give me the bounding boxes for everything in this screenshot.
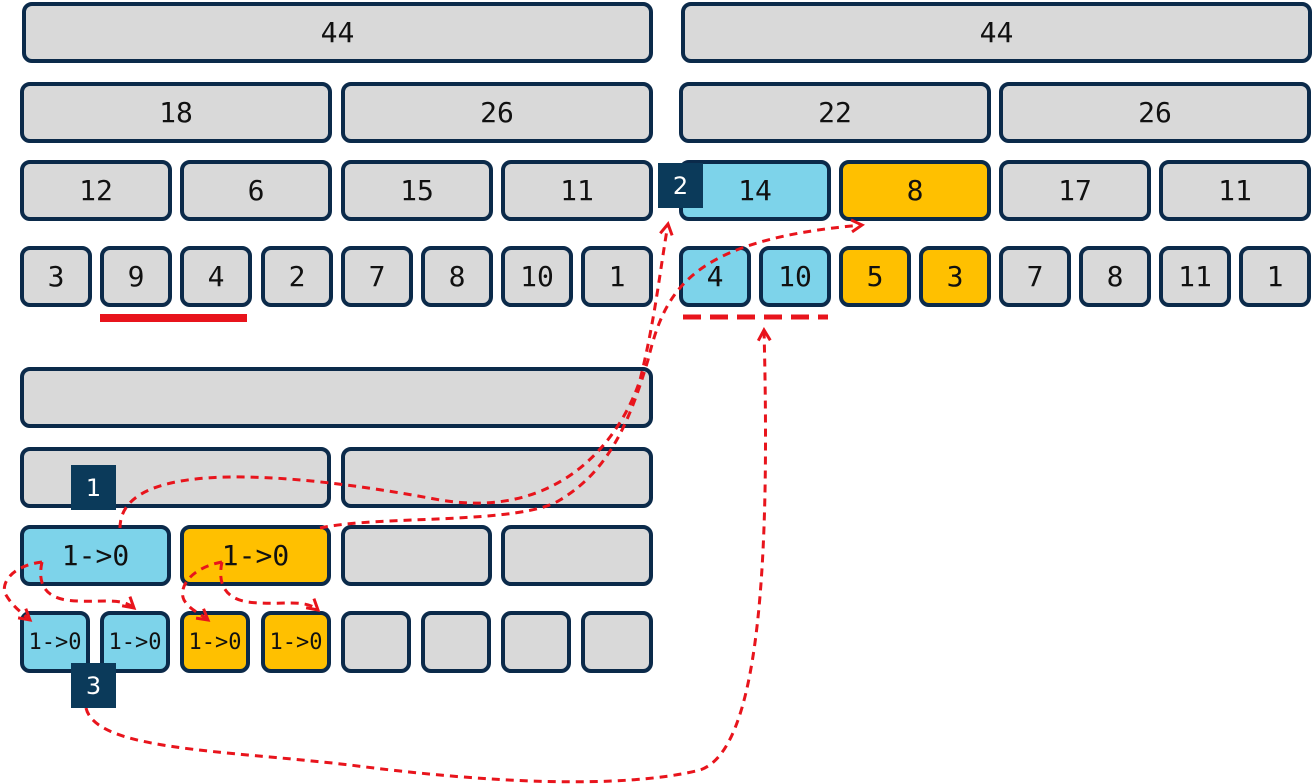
lazy-tree-leaf-gold: 1->0 (261, 611, 331, 673)
lazy-tree-leaf-blue: 1->0 (20, 611, 90, 673)
lazy-tree-level1-right (341, 447, 653, 508)
new-tree-leaf-blue: 10 (759, 246, 831, 307)
old-tree-leaf: 2 (261, 246, 333, 307)
new-tree-level2-node-gold: 8 (839, 160, 991, 221)
old-tree-level2-node: 11 (501, 160, 653, 221)
lazy-tree-level2-node-blue: 1->0 (20, 525, 171, 586)
old-tree-leaf: 1 (581, 246, 653, 307)
new-tree-leaf: 8 (1079, 246, 1151, 307)
lazy-tree-leaf (501, 611, 571, 673)
new-tree-leaf-gold: 3 (919, 246, 991, 307)
lazy-tree-leaf-gold: 1->0 (180, 611, 250, 673)
lazy-tree-level1-left (20, 447, 331, 508)
step-badge-1: 1 (71, 465, 116, 510)
new-tree-leaf-blue: 4 (679, 246, 751, 307)
old-tree-level2-node: 6 (180, 160, 332, 221)
new-tree-level2-node: 17 (999, 160, 1151, 221)
old-tree-leaf: 7 (341, 246, 413, 307)
new-tree-level2-node-blue: 14 (679, 160, 831, 221)
new-tree-level1-right: 26 (999, 82, 1311, 143)
old-tree-level2-node: 12 (20, 160, 172, 221)
lazy-tree-level2-node (341, 525, 492, 586)
old-tree-leaf: 3 (20, 246, 92, 307)
old-tree-level1-right: 26 (341, 82, 653, 143)
new-tree-leaf: 7 (999, 246, 1071, 307)
lazy-tree-leaf (421, 611, 491, 673)
old-tree-leaf: 8 (421, 246, 493, 307)
lazy-tree-level2-node (501, 525, 653, 586)
new-tree-leaf: 11 (1159, 246, 1231, 307)
new-tree-level1-left: 22 (679, 82, 991, 143)
lazy-tree-leaf (581, 611, 653, 673)
old-tree-leaf: 10 (501, 246, 573, 307)
lazy-tree-leaf (341, 611, 411, 673)
old-tree-root: 44 (22, 2, 653, 63)
new-tree-leaf-gold: 5 (839, 246, 911, 307)
step-badge-3: 3 (71, 663, 116, 708)
old-tree-level1-left: 18 (20, 82, 332, 143)
lazy-tree-level2-node-gold: 1->0 (180, 525, 331, 586)
old-tree-leaf: 9 (100, 246, 172, 307)
new-tree-leaf: 1 (1239, 246, 1311, 307)
new-tree-level2-node: 11 (1159, 160, 1311, 221)
new-tree-root: 44 (681, 2, 1312, 63)
old-tree-level2-node: 15 (341, 160, 493, 221)
lazy-tree-root (20, 367, 653, 428)
step-badge-2: 2 (658, 163, 703, 208)
old-tree-leaf: 4 (180, 246, 252, 307)
